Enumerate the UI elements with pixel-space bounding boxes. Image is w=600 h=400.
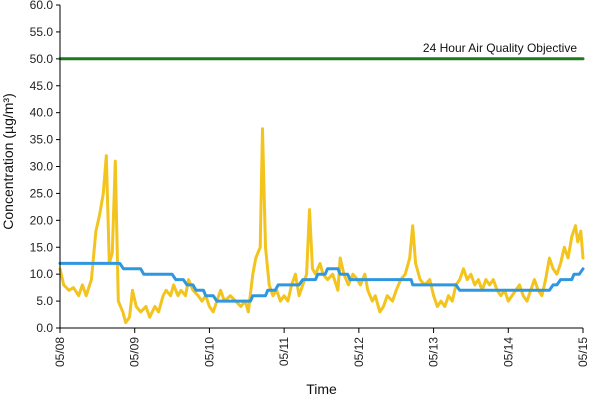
- y-tick-label: 45.0: [30, 79, 54, 93]
- objective-annotation: 24 Hour Air Quality Objective: [423, 41, 577, 55]
- x-tick-label: 05/13: [427, 337, 441, 367]
- y-tick-label: 55.0: [30, 25, 54, 39]
- y-tick-label: 30.0: [30, 160, 54, 174]
- x-tick-label: 05/15: [576, 337, 590, 367]
- y-tick-label: 25.0: [30, 186, 54, 200]
- x-tick-label: 05/09: [128, 337, 142, 367]
- y-tick-label: 15.0: [30, 240, 54, 254]
- y-tick-label: 5.0: [36, 294, 53, 308]
- series-lines: [58, 57, 585, 325]
- y-tick-label: 20.0: [30, 213, 54, 227]
- y-tick-label: 10.0: [30, 267, 54, 281]
- x-tick-label: 05/14: [501, 337, 515, 367]
- y-tick-label: 60.0: [30, 0, 54, 12]
- y-tick-label: 35.0: [30, 133, 54, 147]
- y-tick-label: 40.0: [30, 106, 54, 120]
- y-axis-ticks: 0.0 5.0 10.0 15.0 20.0 25.0 30.0 35.0 40.0 45.0 50…: [30, 0, 60, 335]
- x-tick-label: 05/11: [277, 337, 291, 366]
- x-axis-title: Time: [306, 381, 337, 397]
- x-tick-label: 05/08: [53, 337, 67, 367]
- y-tick-label: 0.0: [36, 321, 53, 335]
- x-tick-label: 05/10: [202, 337, 216, 367]
- y-tick-label: 50.0: [30, 52, 54, 66]
- series-line-1: [58, 261, 585, 303]
- x-axis-ticks: 05/08 05/09 05/10 05/11 05/12 05/13 05/14 05/15: [53, 328, 590, 367]
- y-axis-title: Concentration (µg/m³): [0, 93, 16, 229]
- series-line-0: [58, 127, 585, 325]
- x-tick-label: 05/12: [352, 337, 366, 367]
